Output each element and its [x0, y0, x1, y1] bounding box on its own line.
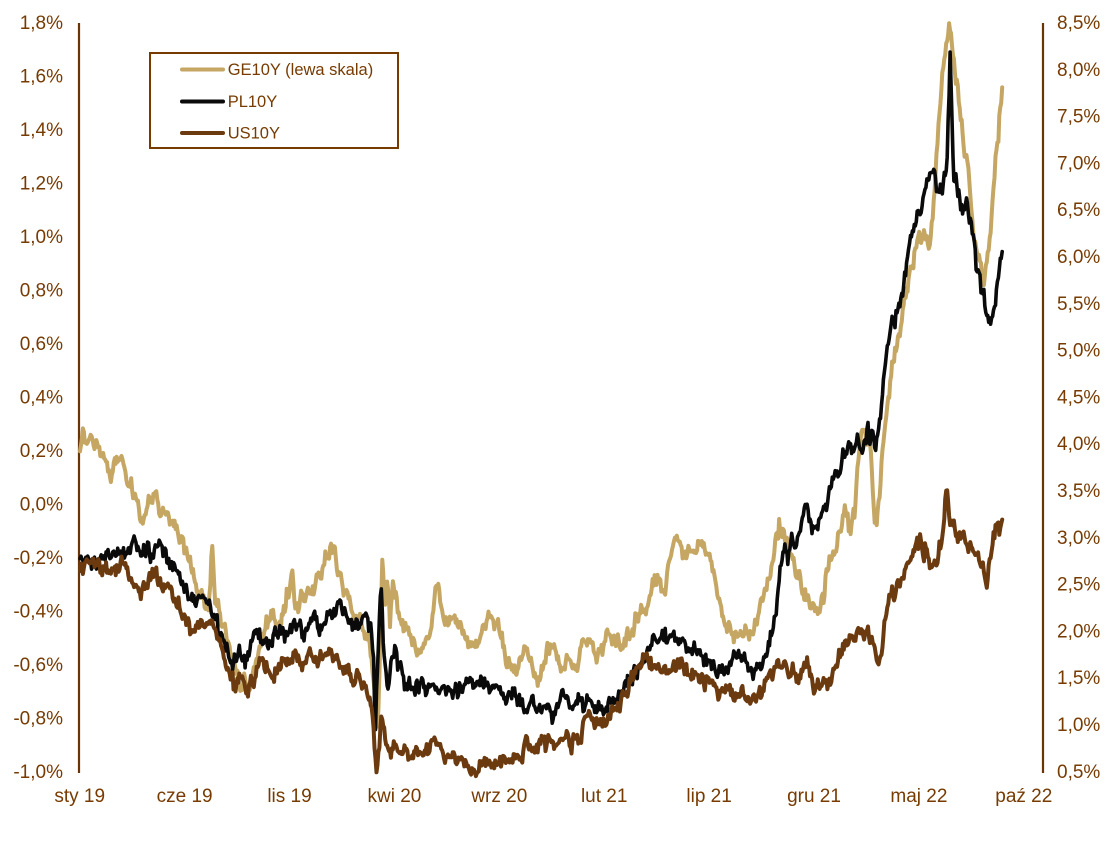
- svg-text:7,5%: 7,5%: [1057, 107, 1100, 128]
- svg-text:1,2%: 1,2%: [20, 174, 63, 195]
- svg-text:0,4%: 0,4%: [20, 388, 63, 409]
- svg-text:8,0%: 8,0%: [1057, 60, 1100, 81]
- svg-text:wrz 20: wrz 20: [470, 786, 527, 807]
- svg-text:cze 19: cze 19: [157, 786, 213, 807]
- svg-text:4,5%: 4,5%: [1057, 387, 1100, 408]
- svg-text:1,0%: 1,0%: [20, 227, 63, 248]
- svg-text:0,6%: 0,6%: [20, 334, 63, 355]
- svg-text:-0,8%: -0,8%: [13, 709, 63, 730]
- svg-text:1,5%: 1,5%: [1057, 668, 1100, 689]
- svg-text:0,0%: 0,0%: [20, 495, 63, 516]
- svg-text:7,0%: 7,0%: [1057, 153, 1100, 174]
- svg-text:6,0%: 6,0%: [1057, 247, 1100, 268]
- svg-text:-0,6%: -0,6%: [13, 655, 63, 676]
- svg-text:-0,4%: -0,4%: [13, 602, 63, 623]
- svg-text:0,2%: 0,2%: [20, 441, 63, 462]
- svg-text:2,0%: 2,0%: [1057, 621, 1100, 642]
- svg-text:PL10Y: PL10Y: [228, 93, 278, 111]
- svg-text:5,5%: 5,5%: [1057, 294, 1100, 315]
- svg-text:4,0%: 4,0%: [1057, 434, 1100, 455]
- svg-text:paź 22: paź 22: [995, 786, 1052, 807]
- svg-text:0,5%: 0,5%: [1057, 762, 1100, 783]
- svg-text:kwi 20: kwi 20: [367, 786, 421, 807]
- svg-text:lis 19: lis 19: [267, 786, 311, 807]
- svg-text:2,5%: 2,5%: [1057, 575, 1100, 596]
- svg-text:lut 21: lut 21: [581, 786, 627, 807]
- svg-text:US10Y: US10Y: [228, 125, 280, 143]
- svg-text:1,6%: 1,6%: [20, 67, 63, 88]
- svg-text:5,0%: 5,0%: [1057, 341, 1100, 362]
- svg-text:GE10Y (lewa skala): GE10Y (lewa skala): [228, 61, 374, 79]
- svg-text:lip 21: lip 21: [686, 786, 731, 807]
- svg-text:sty 19: sty 19: [54, 786, 105, 807]
- svg-text:3,0%: 3,0%: [1057, 528, 1100, 549]
- svg-text:maj 22: maj 22: [890, 786, 947, 807]
- svg-text:1,0%: 1,0%: [1057, 715, 1100, 736]
- svg-text:3,5%: 3,5%: [1057, 481, 1100, 502]
- svg-text:0,8%: 0,8%: [20, 281, 63, 302]
- svg-text:8,5%: 8,5%: [1057, 13, 1100, 34]
- svg-text:-0,2%: -0,2%: [13, 548, 63, 569]
- svg-text:gru 21: gru 21: [787, 786, 841, 807]
- svg-text:-1,0%: -1,0%: [13, 762, 63, 783]
- svg-text:1,4%: 1,4%: [20, 120, 63, 141]
- svg-text:1,8%: 1,8%: [20, 13, 63, 34]
- svg-text:6,5%: 6,5%: [1057, 200, 1100, 221]
